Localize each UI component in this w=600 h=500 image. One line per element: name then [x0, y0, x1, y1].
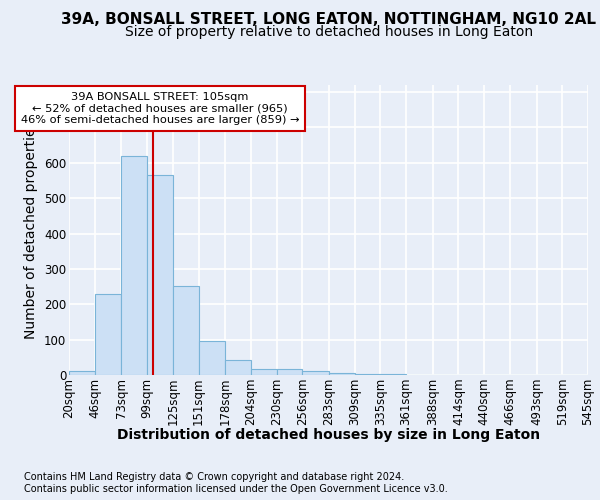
Bar [277, 368, 302, 375]
Text: Contains HM Land Registry data © Crown copyright and database right 2024.: Contains HM Land Registry data © Crown c… [24, 472, 404, 482]
Bar [380, 374, 406, 375]
Bar [199, 342, 225, 375]
Text: Contains public sector information licensed under the Open Government Licence v3: Contains public sector information licen… [24, 484, 448, 494]
Bar [95, 294, 121, 375]
Y-axis label: Number of detached properties: Number of detached properties [25, 120, 38, 340]
Text: 39A BONSALL STREET: 105sqm
← 52% of detached houses are smaller (965)
46% of sem: 39A BONSALL STREET: 105sqm ← 52% of deta… [20, 92, 299, 126]
Text: Size of property relative to detached houses in Long Eaton: Size of property relative to detached ho… [125, 25, 533, 39]
Text: Distribution of detached houses by size in Long Eaton: Distribution of detached houses by size … [117, 428, 541, 442]
Bar [251, 368, 277, 375]
Bar [69, 372, 95, 375]
Bar [173, 286, 199, 375]
Text: 39A, BONSALL STREET, LONG EATON, NOTTINGHAM, NG10 2AL: 39A, BONSALL STREET, LONG EATON, NOTTING… [61, 12, 596, 28]
Bar [121, 156, 147, 375]
Bar [302, 372, 329, 375]
Bar [329, 373, 355, 375]
Bar [355, 374, 380, 375]
Bar [225, 360, 251, 375]
Bar [147, 175, 173, 375]
